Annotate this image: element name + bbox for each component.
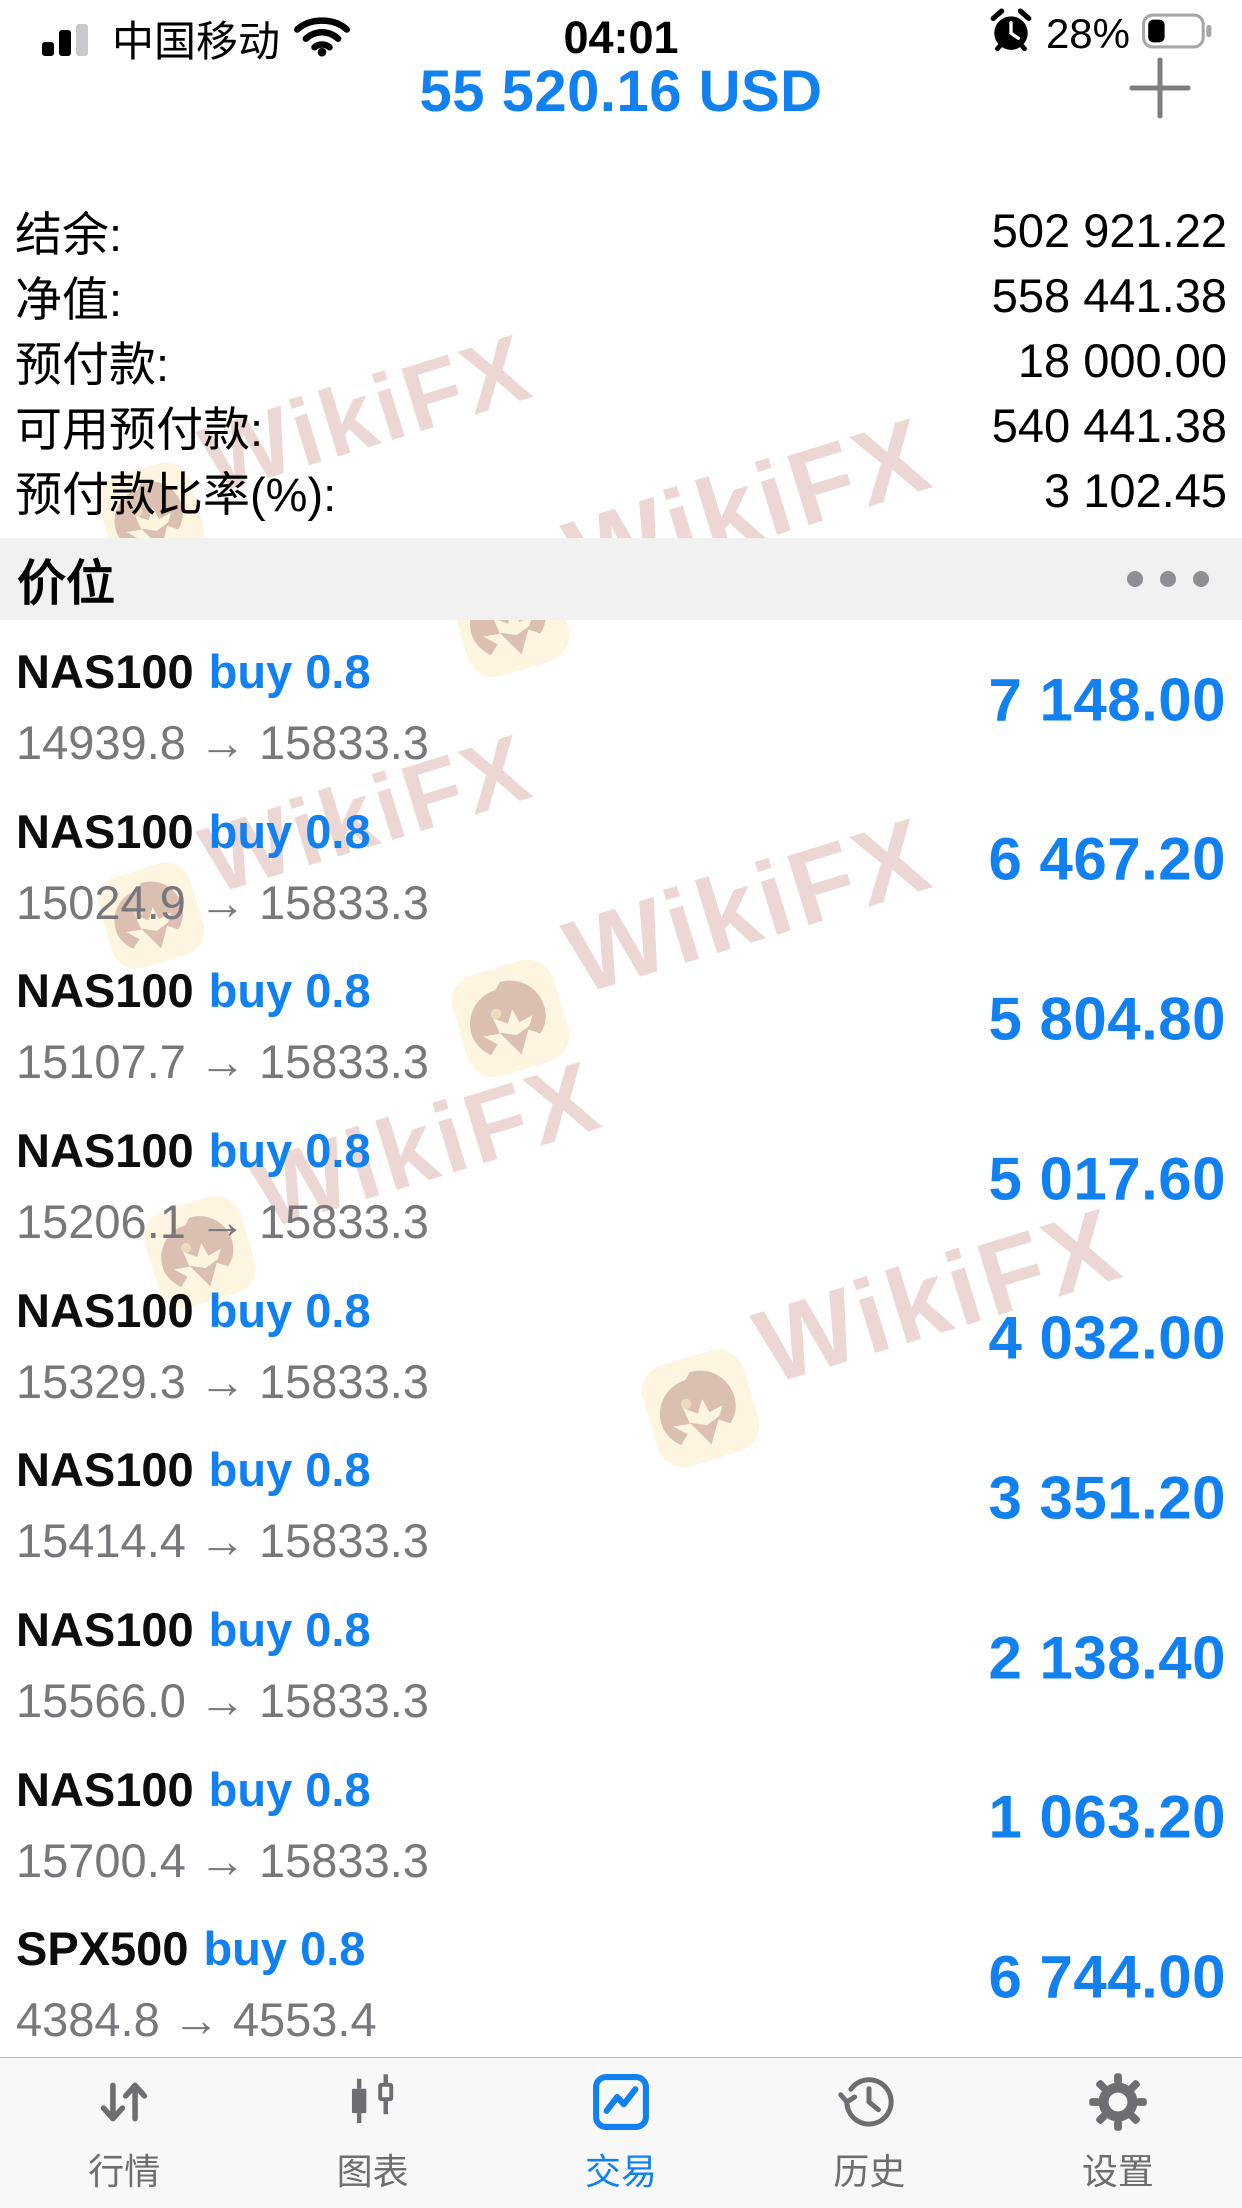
summary-row: 净值: 558 441.38 [15, 263, 1227, 328]
position-symbol: NAS100 [16, 1443, 194, 1497]
summary-row: 预付款: 18 000.00 [15, 328, 1227, 393]
position-profit: 6 467.20 [988, 825, 1226, 893]
carrier-label: 中国移动 [112, 18, 281, 65]
position-row[interactable]: NAS100 buy 0.8 15107.7 → 15833.3 5 804.80 [0, 939, 1242, 1099]
position-profit: 1 063.20 [988, 1783, 1226, 1851]
section-title: 价位 [17, 556, 116, 611]
gear-icon [1087, 2071, 1149, 2138]
position-profit: 2 138.40 [988, 1624, 1226, 1692]
history-clock-icon [838, 2071, 900, 2138]
battery-icon [1142, 13, 1214, 54]
position-side-volume: buy 0.8 [208, 1762, 371, 1816]
status-bar: 中国移动 04:01 [0, 0, 1242, 65]
position-profit: 7 148.00 [988, 666, 1226, 734]
summary-row: 预付款比率(%): 3 102.45 [15, 458, 1227, 523]
position-row[interactable]: NAS100 buy 0.8 14939.8 → 15833.3 7 148.00 [0, 620, 1242, 780]
position-side-volume: buy 0.8 [208, 1123, 371, 1177]
position-symbol: NAS100 [16, 1123, 194, 1177]
summary-label: 可用预付款: [15, 403, 264, 456]
positions-section-bar: 价位 [0, 538, 1242, 620]
position-prices: 15206.1 → 15833.3 [16, 1194, 429, 1248]
position-row[interactable]: NAS100 buy 0.8 15414.4 → 15833.3 3 351.20 [0, 1418, 1242, 1578]
position-prices: 14939.8 → 15833.3 [16, 716, 429, 769]
position-row[interactable]: NAS100 buy 0.8 15566.0 → 15833.3 2 138.40 [0, 1578, 1242, 1738]
section-menu-dots[interactable] [1111, 551, 1225, 607]
position-prices: 15566.0 → 15833.3 [16, 1673, 429, 1727]
position-row[interactable]: NAS100 buy 0.8 15024.9 → 15833.3 6 467.20 [0, 780, 1242, 940]
summary-label: 预付款: [15, 338, 170, 391]
tab-交易[interactable]: 交易 [497, 2058, 745, 2208]
position-side-volume: buy 0.8 [208, 1283, 371, 1337]
position-side-volume: buy 0.8 [208, 804, 371, 858]
tab-label: 设置 [1081, 2151, 1154, 2192]
summary-label: 净值: [15, 273, 123, 326]
tab-图表[interactable]: 图表 [248, 2058, 496, 2208]
tab-行情[interactable]: 行情 [0, 2058, 248, 2208]
position-symbol: NAS100 [16, 1762, 194, 1816]
position-profit: 5 804.80 [988, 985, 1226, 1053]
tab-设置[interactable]: 设置 [994, 2058, 1242, 2208]
summary-value: 558 441.38 [991, 269, 1227, 322]
candlestick-icon [342, 2071, 404, 2138]
position-row[interactable]: NAS100 buy 0.8 15700.4 → 15833.3 1 063.20 [0, 1738, 1242, 1898]
position-profit: 3 351.20 [988, 1464, 1226, 1532]
position-prices: 15414.4 → 15833.3 [16, 1514, 429, 1568]
position-profit: 6 744.00 [988, 1943, 1226, 2011]
arrows-up-down-icon [93, 2071, 155, 2138]
clock-time: 04:01 [563, 12, 679, 63]
position-symbol: NAS100 [16, 645, 194, 698]
trade-chart-icon [590, 2071, 652, 2138]
position-row[interactable]: NAS100 buy 0.8 15206.1 → 15833.3 5 017.60 [0, 1099, 1242, 1259]
position-side-volume: buy 0.8 [208, 964, 371, 1018]
summary-value: 540 441.38 [991, 399, 1227, 452]
tab-历史[interactable]: 历史 [745, 2058, 993, 2208]
position-profit: 4 032.00 [988, 1304, 1226, 1372]
summary-value: 502 921.22 [991, 204, 1227, 257]
positions-list: NAS100 buy 0.8 14939.8 → 15833.3 7 148.00 NA… [0, 620, 1242, 2057]
position-row[interactable]: SPX500 buy 0.8 4384.8 → 4553.4 6 744.00 [0, 1897, 1242, 2057]
position-symbol: NAS100 [16, 1283, 194, 1337]
position-symbol: NAS100 [16, 804, 194, 858]
position-prices: 15107.7 → 15833.3 [16, 1035, 429, 1089]
position-profit: 5 017.60 [988, 1145, 1226, 1213]
position-side-volume: buy 0.8 [208, 1443, 371, 1497]
summary-row: 可用预付款: 540 441.38 [15, 393, 1227, 458]
position-symbol: NAS100 [16, 964, 194, 1018]
tab-label: 交易 [585, 2151, 658, 2192]
tab-label: 行情 [88, 2151, 161, 2192]
position-symbol: SPX500 [16, 1922, 189, 1976]
position-symbol: NAS100 [16, 1602, 194, 1656]
summary-value: 18 000.00 [1017, 334, 1227, 387]
alarm-icon [988, 8, 1034, 59]
position-side-volume: buy 0.8 [208, 645, 371, 698]
bottom-tab-bar: 行情 图表 交易 历史 设置 [0, 2057, 1242, 2208]
summary-row: 结余: 502 921.22 [15, 198, 1227, 263]
position-side-volume: buy 0.8 [208, 1602, 371, 1656]
account-summary: 结余: 502 921.22 净值: 558 441.38 预付款: 18 000.00 可… [15, 198, 1227, 523]
wifi-icon [294, 15, 351, 62]
position-prices: 15700.4 → 15833.3 [16, 1833, 429, 1887]
cellular-signal-icon [40, 14, 98, 63]
position-row[interactable]: NAS100 buy 0.8 15329.3 → 15833.3 4 032.00 [0, 1259, 1242, 1419]
add-order-button[interactable] [1124, 52, 1196, 124]
tab-label: 图表 [336, 2151, 409, 2192]
battery-percent-label: 28% [1045, 9, 1130, 57]
tab-label: 历史 [833, 2151, 906, 2192]
summary-label: 预付款比率(%): [15, 468, 337, 521]
position-prices: 15024.9 → 15833.3 [16, 875, 429, 929]
position-prices: 15329.3 → 15833.3 [16, 1354, 429, 1408]
summary-label: 结余: [15, 208, 123, 261]
position-prices: 4384.8 → 4553.4 [16, 1993, 377, 2047]
summary-value: 3 102.45 [1044, 464, 1227, 517]
position-side-volume: buy 0.8 [203, 1922, 366, 1976]
account-total: 55 520.16 USD [419, 59, 823, 124]
